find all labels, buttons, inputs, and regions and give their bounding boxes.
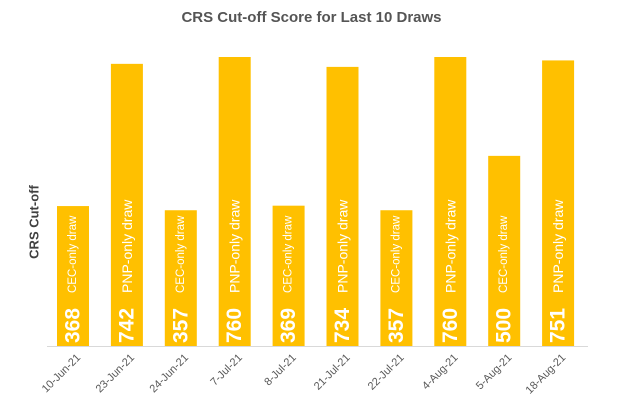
data-label: 368 [62, 308, 85, 343]
data-label: 760 [439, 308, 462, 343]
x-tick-label: 21-Jul-21 [312, 352, 353, 393]
x-tick-label: 23-Jun-21 [94, 352, 138, 396]
bar [326, 66, 359, 346]
annotation-label: PNP-only draw [227, 199, 243, 293]
x-tick-label: 22-Jul-21 [366, 352, 407, 393]
annotation-label: CEC-only draw [390, 215, 402, 293]
x-tick-label: 7-Jul-21 [208, 352, 245, 389]
annotation-label: CEC-only draw [67, 215, 79, 293]
annotation-label: PNP-only draw [335, 199, 351, 293]
annotation-label: CEC-only draw [283, 215, 295, 293]
data-label: 357 [385, 308, 408, 343]
x-tick-label: 8-Jul-21 [262, 352, 299, 389]
x-tick-label: 10-Jun-21 [40, 352, 84, 396]
data-label: 751 [547, 308, 570, 343]
bar [110, 63, 143, 347]
data-label: 369 [277, 308, 300, 343]
data-label: 357 [169, 308, 192, 343]
x-tick-label: 4-Aug-21 [420, 352, 460, 392]
bar [218, 57, 251, 346]
bar [164, 210, 197, 346]
x-tick-label: 24-Jun-21 [148, 352, 192, 396]
annotation-label: CEC-only draw [498, 215, 510, 293]
annotation-label: PNP-only draw [550, 199, 566, 293]
x-tick-label: 5-Aug-21 [474, 352, 514, 392]
data-label: 500 [493, 308, 516, 343]
bar [434, 57, 467, 346]
data-label: 760 [223, 308, 246, 343]
bar [380, 210, 413, 346]
annotation-label: PNP-only draw [119, 199, 135, 293]
annotation-label: CEC-only draw [175, 215, 187, 293]
data-label: 734 [331, 308, 354, 343]
bar [57, 206, 89, 346]
chart-title: CRS Cut-off Score for Last 10 Draws [181, 9, 442, 26]
data-label: 742 [115, 308, 138, 343]
annotation-label: PNP-only draw [442, 199, 458, 293]
bar [542, 60, 575, 347]
x-tick-label: 18-Aug-21 [524, 352, 569, 397]
bar [488, 155, 521, 346]
bar [272, 205, 305, 346]
